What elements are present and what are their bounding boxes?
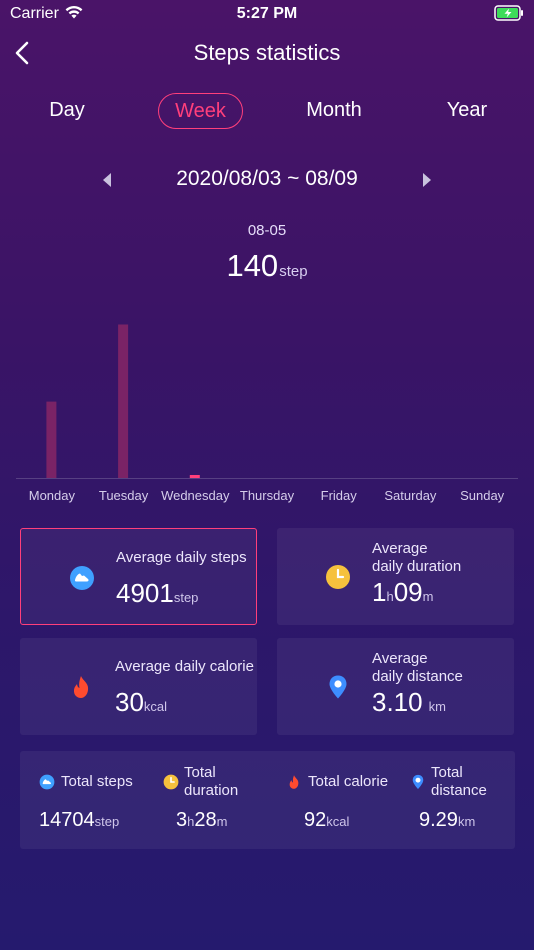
selected-date: 08-05 — [247, 222, 287, 239]
average-daily-duration-minutes-unit: m — [422, 589, 434, 604]
total-steps-label: Total steps — [61, 773, 133, 790]
x-tick-label-friday: Friday — [320, 488, 357, 503]
total-duration-minutes-unit: m — [216, 814, 228, 829]
average-daily-distance-label-line1: Average — [372, 650, 428, 667]
average-daily-steps-value: 4901step — [116, 578, 198, 609]
x-tick-label-wednesday: Wednesday — [161, 488, 230, 503]
chart-plot — [16, 324, 518, 479]
average-daily-duration-hours: 1 — [372, 577, 387, 607]
total-calorie-number: 92 — [304, 809, 327, 831]
tab-day[interactable]: Day — [49, 99, 85, 121]
x-tick-label-monday: Monday — [28, 488, 75, 503]
back-arrow-icon[interactable] — [8, 36, 36, 70]
navigation-bar: Steps statistics — [0, 30, 534, 76]
status-bar: Carrier 5:27 PM — [0, 0, 534, 28]
average-daily-duration-label-line1: Average — [372, 540, 428, 557]
period-tabs: Day Week Month Year — [0, 93, 534, 129]
x-tick-label-tuesday: Tuesday — [98, 488, 149, 503]
total-steps-unit: step — [94, 814, 120, 829]
average-daily-steps-label: Average daily steps — [116, 549, 247, 566]
clock-icon — [163, 774, 179, 790]
totals-panel: Total steps 14704step Total duration 3h2… — [20, 751, 515, 849]
average-daily-duration-value: 1h09m — [372, 577, 433, 608]
total-distance-value: 9.29km — [419, 809, 475, 832]
tab-year[interactable]: Year — [446, 99, 488, 121]
average-daily-duration-hours-unit: h — [386, 589, 394, 604]
location-pin-icon — [412, 774, 424, 790]
average-daily-duration-label-line2: daily duration — [372, 558, 462, 575]
total-distance-label-line1: Total — [431, 764, 463, 781]
total-distance-number: 9.29 — [419, 809, 458, 831]
total-duration-label-line1: Total — [184, 764, 216, 781]
total-duration-hours: 3 — [176, 809, 188, 831]
average-daily-calorie-card[interactable]: Average daily calorie 30kcal — [20, 638, 257, 735]
shoe-icon — [39, 774, 55, 790]
total-duration-minutes: 28 — [194, 809, 217, 831]
status-time: 5:27 PM — [236, 5, 298, 22]
chart-bar-wednesday[interactable] — [189, 475, 200, 478]
average-daily-steps-number: 4901 — [116, 578, 174, 608]
wifi-icon — [65, 5, 83, 19]
battery-charging-icon — [494, 5, 523, 21]
total-distance-unit: km — [457, 814, 476, 829]
average-daily-duration-card[interactable]: Average daily duration 1h09m — [277, 528, 514, 625]
flame-icon — [73, 676, 89, 698]
selected-value: 140 — [226, 248, 279, 283]
total-calorie-value: 92kcal — [304, 809, 349, 832]
next-week-icon[interactable] — [420, 172, 434, 188]
x-axis-labels: Monday Tuesday Wednesday Thursday Friday Satu… — [16, 488, 518, 508]
total-distance-label-line2: distance — [431, 782, 487, 799]
average-daily-distance-card[interactable]: Average daily distance 3.10 km — [277, 638, 514, 735]
x-tick-label-saturday: Saturday — [384, 488, 437, 503]
steps-bar-chart[interactable]: Monday Tuesday Wednesday Thursday Friday Satu… — [16, 300, 518, 510]
average-daily-steps-unit: step — [173, 590, 199, 605]
total-duration-value: 3h28m — [176, 809, 227, 832]
chart-bar-monday[interactable] — [46, 401, 57, 478]
average-daily-steps-card[interactable]: Average daily steps 4901step — [20, 528, 257, 625]
average-daily-distance-number: 3.10 — [372, 687, 423, 717]
average-daily-distance-label: Average daily distance — [372, 650, 463, 686]
clock-icon — [326, 565, 350, 589]
average-daily-calorie-number: 30 — [115, 687, 144, 717]
selected-value-row: 140step — [0, 248, 534, 284]
total-steps-number: 14704 — [39, 809, 95, 831]
total-duration-label: Total duration — [184, 764, 238, 800]
total-calorie-unit: kcal — [326, 814, 350, 829]
average-daily-calorie-value: 30kcal — [115, 687, 167, 718]
total-calorie-label: Total calorie — [308, 773, 389, 790]
chart-bar-tuesday[interactable] — [118, 324, 129, 479]
tab-month[interactable]: Month — [306, 99, 362, 121]
tab-week[interactable]: Week — [158, 93, 243, 129]
average-daily-duration-label: Average daily duration — [372, 540, 461, 576]
date-range-navigator: 2020/08/03 ~ 08/09 — [0, 162, 534, 198]
average-daily-duration-minutes: 09 — [393, 577, 423, 607]
total-steps-value: 14704step — [39, 809, 119, 832]
average-daily-distance-label-line2: daily distance — [372, 668, 463, 685]
previous-week-icon[interactable] — [100, 172, 114, 188]
total-distance-label: Total distance — [431, 764, 487, 800]
carrier-label: Carrier — [10, 5, 59, 22]
average-daily-distance-value: 3.10 km — [372, 687, 446, 718]
location-pin-icon — [329, 675, 347, 699]
average-daily-calorie-unit: kcal — [143, 699, 168, 714]
average-daily-distance-unit: km — [428, 699, 446, 714]
x-tick-label-sunday: Sunday — [460, 488, 505, 503]
flame-icon — [289, 775, 299, 789]
average-daily-calorie-label: Average daily calorie — [115, 658, 254, 675]
date-range-label: 2020/08/03 ~ 08/09 — [176, 167, 358, 190]
selected-unit: step — [279, 263, 308, 280]
x-tick-label-thursday: Thursday — [239, 488, 295, 503]
total-duration-label-line2: duration — [184, 782, 239, 799]
total-duration-hours-unit: h — [187, 814, 195, 829]
page-title: Steps statistics — [193, 40, 341, 65]
shoe-icon — [70, 566, 94, 590]
